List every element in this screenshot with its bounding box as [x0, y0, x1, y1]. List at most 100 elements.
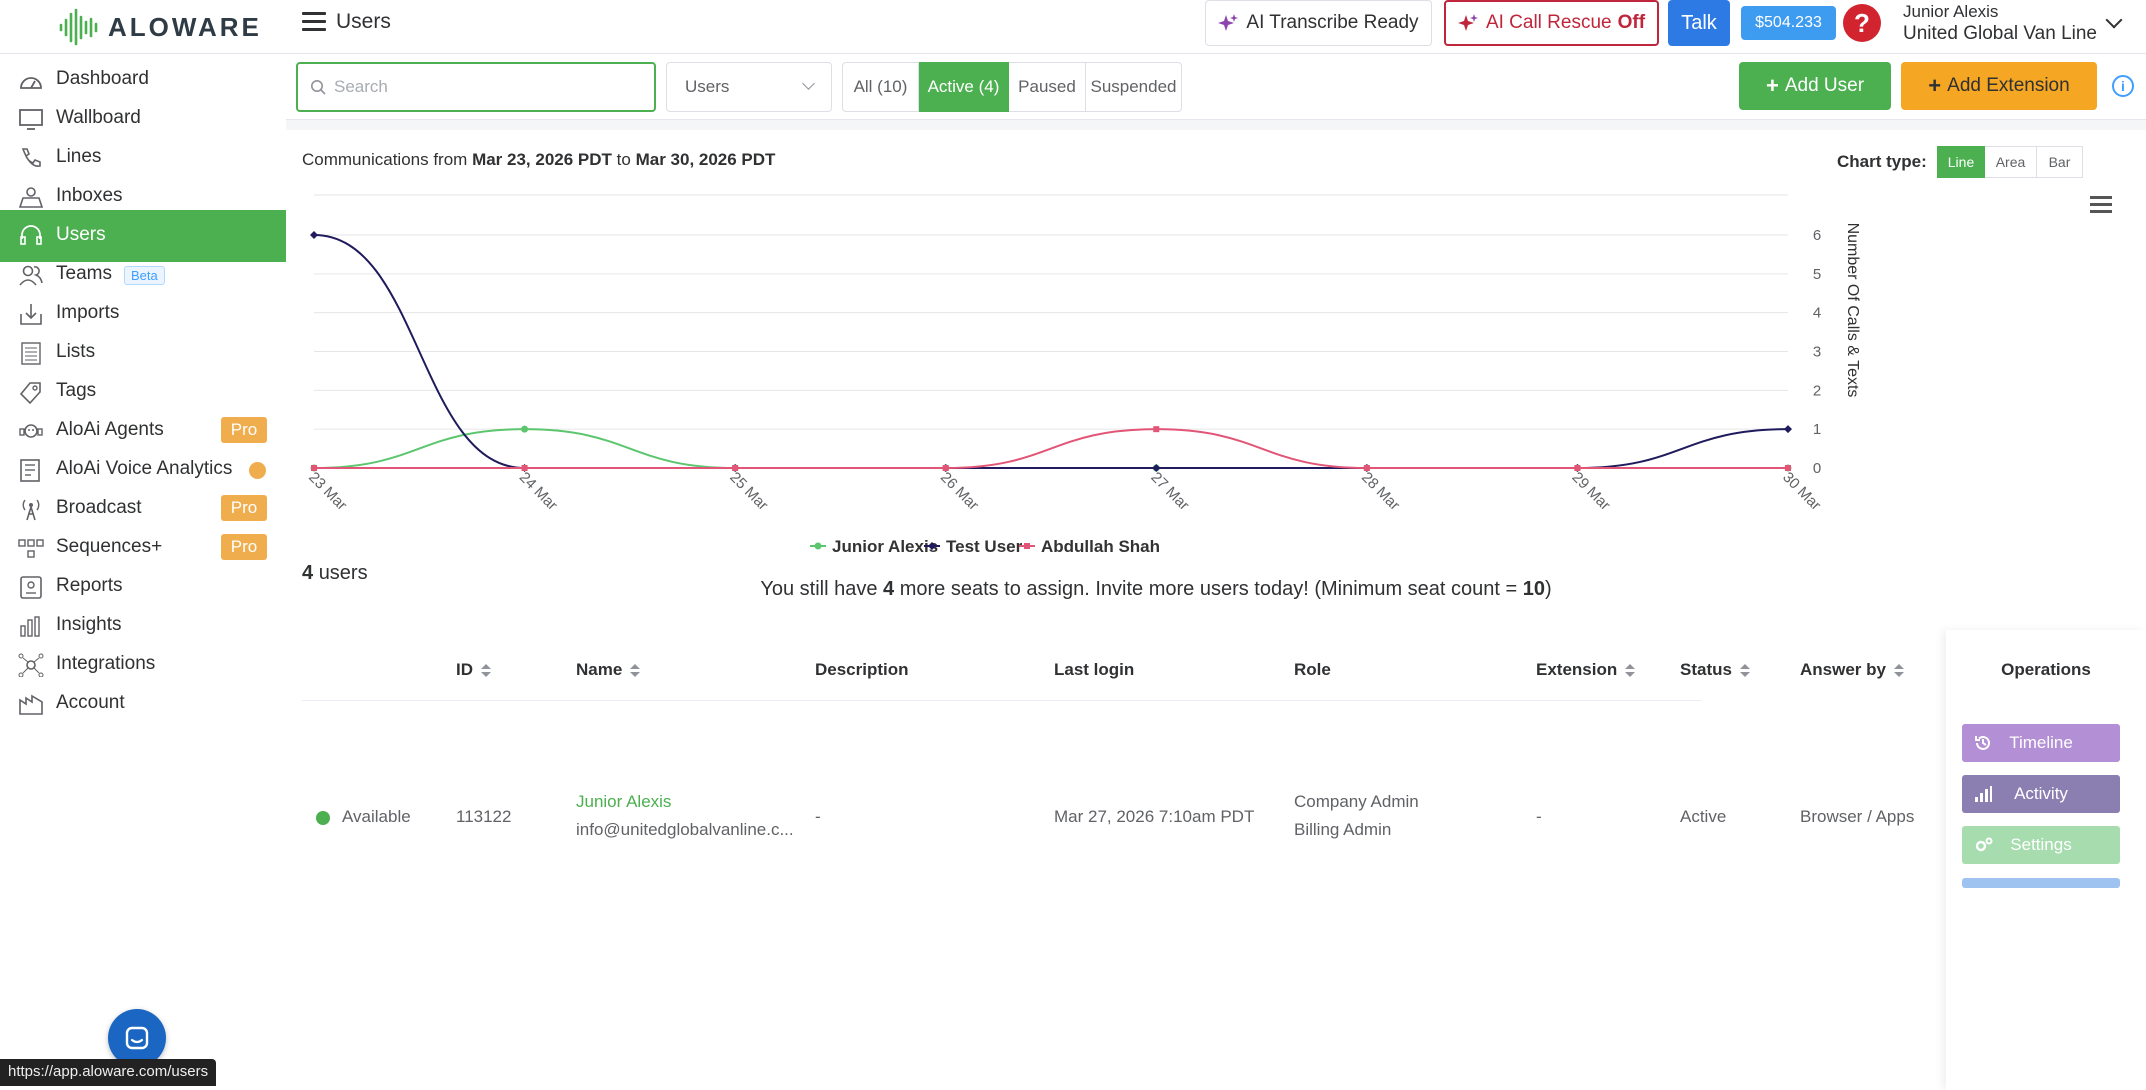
chart-type-area[interactable]: Area: [1985, 146, 2037, 178]
data-point[interactable]: [942, 465, 949, 471]
chart-type-line[interactable]: Line: [1937, 146, 1985, 178]
data-point[interactable]: [521, 465, 528, 471]
user-name[interactable]: Junior Alexis: [1903, 2, 1999, 21]
sidebar-item-imports[interactable]: Imports: [0, 288, 286, 340]
chart-type-bar[interactable]: Bar: [2037, 146, 2083, 178]
sidebar-item-label: Lines: [56, 146, 102, 167]
team-icon: [19, 265, 43, 286]
sidebar-item-users[interactable]: Users: [0, 210, 286, 262]
data-point[interactable]: [1784, 425, 1792, 434]
chart-menu-icon[interactable]: [2090, 196, 2112, 217]
chevron-down-icon[interactable]: [2105, 11, 2123, 29]
header-name[interactable]: Name: [576, 660, 641, 680]
ai-call-rescue-button[interactable]: AI Call Rescue Off: [1444, 0, 1659, 46]
sidebar-item-label: Teams: [56, 263, 112, 284]
chat-launcher-button[interactable]: [108, 1009, 166, 1067]
broadcast-icon: [22, 499, 40, 521]
data-point[interactable]: [310, 231, 318, 239]
sort-icon[interactable]: [1893, 663, 1904, 678]
tab-suspended[interactable]: Suspended: [1086, 62, 1182, 112]
search-input[interactable]: [332, 74, 642, 100]
sort-icon[interactable]: [1739, 663, 1750, 678]
data-point[interactable]: [311, 465, 317, 471]
tab-all-10[interactable]: All (10): [842, 62, 919, 112]
aloware-logo[interactable]: ALOWARE: [58, 8, 262, 46]
sidebar-item-inboxes[interactable]: Inboxes: [0, 171, 286, 223]
sort-icon[interactable]: [1625, 663, 1636, 678]
sidebar-item-insights[interactable]: Insights: [0, 600, 286, 652]
search-box[interactable]: [296, 62, 656, 112]
legend-item[interactable]: Test User: [946, 537, 1023, 556]
report-icon: [20, 576, 42, 599]
sidebar-item-account[interactable]: Account: [0, 678, 286, 730]
seats-message: You still have 4 more seats to assign. I…: [286, 578, 1646, 601]
data-point[interactable]: [1785, 465, 1791, 471]
data-point[interactable]: [1363, 465, 1370, 471]
data-point[interactable]: [1574, 465, 1581, 471]
sidebar-item-wallboard[interactable]: Wallboard: [0, 93, 286, 145]
sidebar: Dashboard Wallboard Lines Inboxes Users Teams…: [0, 54, 286, 1090]
sidebar-item-lines[interactable]: Lines: [0, 132, 286, 184]
integrations-icon: [18, 653, 44, 677]
legend-item[interactable]: Abdullah Shah: [1041, 537, 1160, 556]
sidebar-item-teams[interactable]: Teams Beta: [0, 249, 286, 301]
settings-button[interactable]: Settings: [1962, 826, 2120, 864]
header-status[interactable]: Status: [1680, 660, 1750, 680]
sidebar-item-reports[interactable]: Reports: [0, 561, 286, 613]
sidebar-item-sequences[interactable]: Sequences+ Pro: [0, 522, 286, 574]
seats-prefix: You still have: [760, 578, 878, 600]
user-status: Active: [1680, 807, 1727, 826]
more-ops-button[interactable]: [1962, 878, 2120, 888]
sidebar-item-tags[interactable]: Tags: [0, 366, 286, 418]
hamburger-menu-icon[interactable]: [302, 12, 326, 34]
company-name[interactable]: United Global Van Line: [1903, 23, 2097, 44]
pro-badge: Pro: [221, 495, 267, 521]
filter-bar: Users All (10)Active (4)PausedSuspended …: [286, 54, 2146, 120]
y-tick-label: 4: [1813, 305, 1821, 322]
series-line-abdullah-shah[interactable]: [313, 428, 1788, 470]
legend-marker: [1024, 543, 1030, 549]
sidebar-item-label: AloAi Voice Analytics: [56, 458, 233, 479]
tab-active-4[interactable]: Active (4): [919, 62, 1009, 112]
timeline-button[interactable]: Timeline: [1962, 724, 2120, 762]
sidebar-item-broadcast[interactable]: Broadcast Pro: [0, 483, 286, 535]
y-tick-label: 3: [1813, 344, 1821, 361]
balance-badge[interactable]: $504.233: [1741, 6, 1836, 40]
sidebar-item-dashboard[interactable]: Dashboard: [0, 54, 286, 106]
header-id[interactable]: ID: [456, 660, 491, 680]
user-name-link[interactable]: Junior Alexis: [576, 792, 672, 811]
tab-paused[interactable]: Paused: [1009, 62, 1086, 112]
data-point[interactable]: [1153, 426, 1160, 433]
sidebar-item-integrations[interactable]: Integrations: [0, 639, 286, 691]
data-point[interactable]: [1152, 464, 1161, 472]
header-answer-by[interactable]: Answer by: [1800, 660, 1904, 680]
sidebar-item-lists[interactable]: Lists: [0, 327, 286, 379]
activity-button[interactable]: Activity: [1962, 775, 2120, 813]
add-user-button[interactable]: + Add User: [1739, 62, 1891, 110]
list-icon: [21, 342, 41, 365]
help-icon[interactable]: ?: [1843, 4, 1881, 42]
user-description: -: [815, 807, 821, 826]
ai-transcribe-button[interactable]: AI Transcribe Ready: [1205, 0, 1432, 46]
sort-icon[interactable]: [630, 663, 641, 678]
y-axis-label: Number Of Calls & Texts: [1844, 223, 1861, 398]
x-tick-label: 29 Mar: [1569, 469, 1614, 514]
sort-icon[interactable]: [481, 663, 491, 678]
add-extension-button[interactable]: + Add Extension: [1901, 62, 2097, 110]
data-point[interactable]: [521, 425, 529, 433]
sidebar-item-aloai-voice-analytics[interactable]: AloAi Voice Analytics: [0, 444, 286, 496]
data-point[interactable]: [732, 465, 739, 471]
chat-icon: [125, 1026, 149, 1050]
header-extension[interactable]: Extension: [1536, 660, 1636, 680]
sidebar-item-aloai-agents[interactable]: AloAi Agents Pro: [0, 405, 286, 457]
info-icon[interactable]: i: [2112, 75, 2134, 97]
user-id: 113122: [456, 807, 512, 826]
presence-dot: [316, 811, 330, 825]
ai-rescue-state: Off: [1617, 12, 1646, 33]
talk-button[interactable]: Talk: [1668, 0, 1730, 46]
top-bar: ALOWARE Users AI Transcribe Ready AI Cal…: [0, 0, 2146, 54]
legend-item[interactable]: Junior Alexis: [832, 537, 938, 556]
user-type-select[interactable]: Users: [666, 62, 832, 112]
history-icon: [1975, 735, 1990, 750]
activity-label: Activity: [2014, 784, 2068, 803]
